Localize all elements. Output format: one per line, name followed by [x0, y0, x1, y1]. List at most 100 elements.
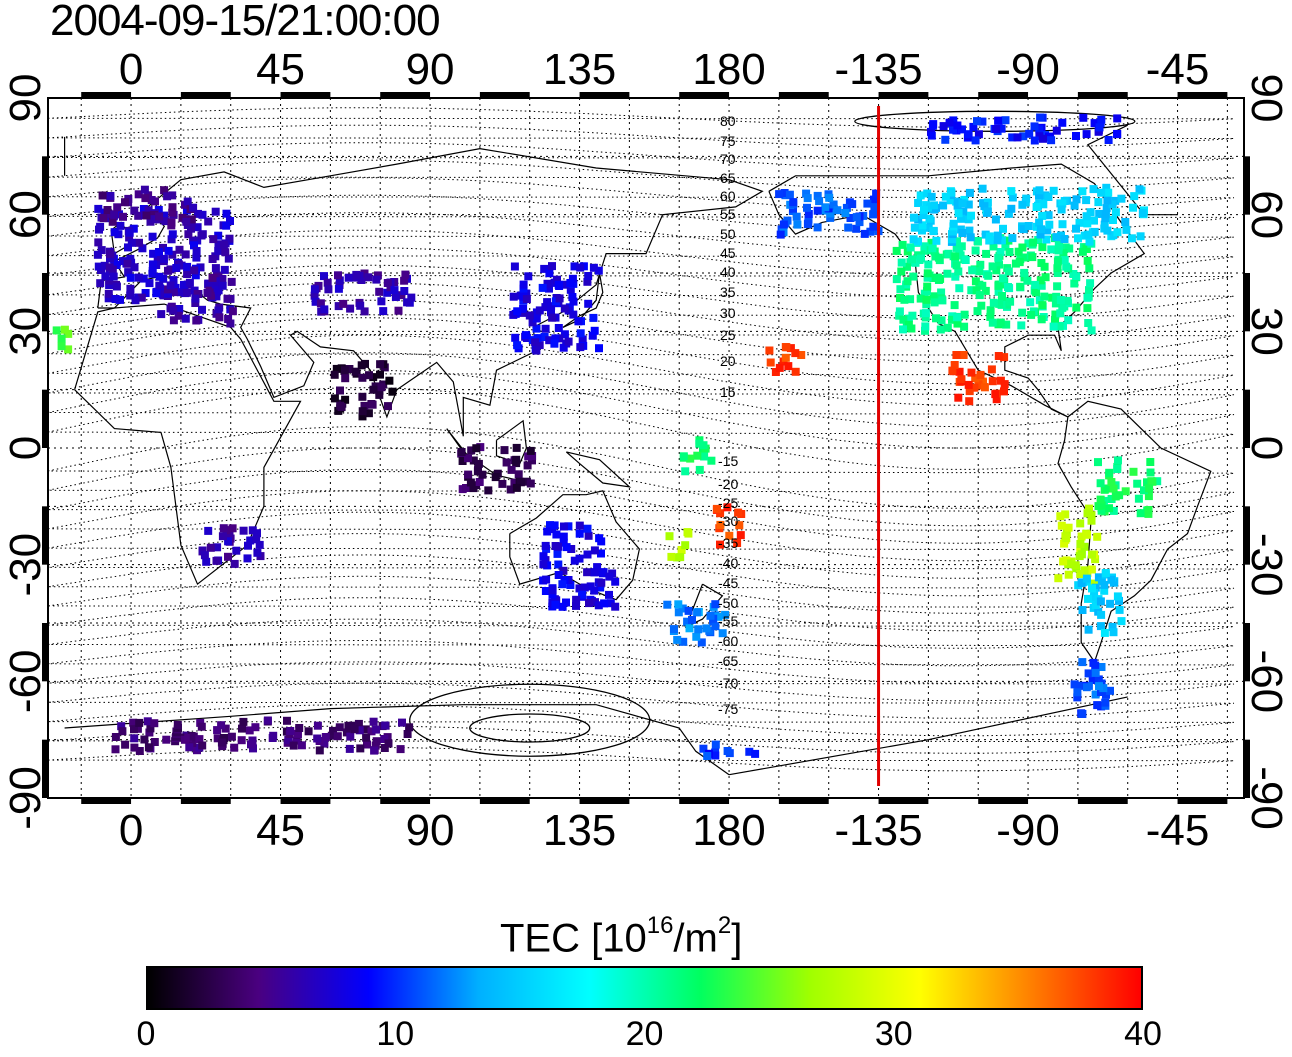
tec-cell	[906, 243, 915, 252]
tec-cell	[162, 735, 171, 744]
coastline	[1057, 400, 1212, 664]
tec-cell	[1113, 592, 1122, 601]
tec-cell	[803, 203, 811, 212]
tec-cell	[478, 470, 487, 479]
tec-cell	[237, 736, 246, 745]
contour-line	[48, 618, 1235, 667]
tec-cell	[927, 192, 936, 201]
tec-cell	[373, 271, 382, 280]
tec-cell	[140, 735, 149, 744]
tec-cell	[192, 247, 201, 255]
tec-cell	[1105, 468, 1114, 477]
tec-cell	[255, 540, 264, 549]
tec-cell	[1037, 225, 1045, 234]
tec-cell	[1013, 133, 1022, 142]
tec-cell	[321, 733, 330, 741]
contour-label: -60	[718, 633, 738, 649]
tec-cell	[289, 741, 298, 750]
tec-cell	[198, 546, 207, 555]
tec-cell	[892, 246, 901, 255]
tec-cell	[545, 269, 554, 278]
tec-cell	[111, 295, 120, 303]
tec-cell	[1091, 668, 1100, 677]
tec-cell	[844, 223, 853, 232]
tec-cell	[1072, 195, 1081, 204]
tec-cell	[575, 584, 584, 593]
tec-cell	[547, 308, 555, 317]
tec-cell	[1095, 123, 1104, 132]
tec-cell	[146, 724, 155, 733]
tec-cell	[994, 352, 1003, 360]
tec-cell	[172, 264, 181, 272]
tec-cell	[214, 231, 223, 240]
tec-cell	[134, 190, 143, 199]
frame-tick	[81, 92, 132, 98]
tec-cell	[295, 724, 304, 732]
tec-cell	[539, 560, 548, 569]
tec-cell	[804, 215, 813, 224]
tec-cell	[982, 249, 991, 258]
tec-cell	[815, 197, 824, 206]
tec-cell	[176, 288, 185, 297]
frame-tick	[479, 798, 530, 804]
tec-cell	[869, 222, 878, 231]
tec-cell	[183, 197, 192, 206]
tec-cell	[784, 362, 793, 371]
tec-cell	[1083, 530, 1091, 539]
frame-tick	[1244, 623, 1250, 682]
tec-cell	[148, 232, 157, 241]
tec-cell	[1082, 130, 1091, 139]
tec-cell	[1097, 188, 1106, 197]
tec-cell	[345, 744, 354, 753]
tec-cell	[1114, 456, 1122, 465]
tec-cell	[212, 556, 221, 565]
tec-cell	[1103, 226, 1112, 235]
tec-cell	[583, 524, 592, 533]
tec-cell	[958, 125, 966, 134]
tec-cell	[929, 292, 938, 301]
tec-cell	[952, 351, 961, 359]
tec-cell	[665, 532, 674, 541]
tec-cell	[685, 624, 694, 633]
colorbar-tick-label: 20	[625, 1015, 664, 1053]
contour-label: 15	[720, 384, 736, 400]
tec-cell	[104, 294, 113, 303]
tec-cell	[182, 288, 191, 297]
tec-cell	[673, 635, 682, 644]
tec-cell	[214, 306, 223, 315]
tec-cell	[99, 214, 108, 223]
tec-cell	[960, 322, 969, 331]
tec-cell	[1101, 210, 1110, 219]
tec-cell	[167, 235, 176, 244]
tec-cell	[1035, 125, 1044, 134]
tec-cell	[552, 530, 561, 539]
tec-cell	[1084, 669, 1093, 678]
tec-cell	[1058, 303, 1067, 312]
tec-cell	[606, 599, 615, 608]
tec-cell	[1038, 243, 1047, 252]
tec-cell	[193, 290, 202, 298]
tec-cell	[396, 745, 405, 754]
tec-cell	[1144, 492, 1153, 501]
tec-cell	[1075, 552, 1084, 561]
tec-cell	[116, 221, 125, 230]
tec-cell	[335, 276, 344, 285]
tec-cell	[1090, 227, 1099, 236]
tec-cell	[576, 329, 585, 338]
tec-cell	[369, 373, 378, 382]
tec-cell	[401, 270, 410, 279]
tec-cell	[984, 271, 993, 280]
tec-cell	[329, 726, 337, 735]
tec-cell	[360, 307, 369, 316]
tec-cell	[543, 298, 552, 307]
tec-cell	[1117, 617, 1126, 626]
tec-cell	[1016, 282, 1025, 291]
tec-cell	[1134, 494, 1143, 503]
tec-cell	[923, 189, 932, 198]
tec-cell	[733, 539, 742, 547]
tec-cell	[168, 230, 177, 239]
tec-cell	[566, 279, 575, 287]
tec-cell	[208, 273, 217, 282]
tec-cell	[354, 719, 363, 728]
tec-cell	[1100, 628, 1109, 637]
